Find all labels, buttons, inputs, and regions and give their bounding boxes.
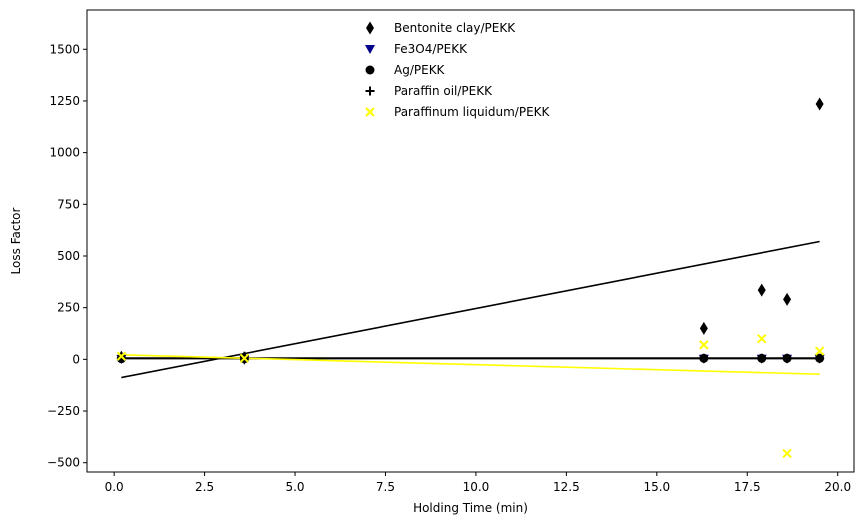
legend-marker bbox=[365, 65, 375, 75]
legend-marker bbox=[365, 107, 375, 117]
data-point bbox=[814, 346, 825, 356]
data-point bbox=[815, 353, 825, 363]
legend-item: Bentonite clay/PEKK bbox=[366, 21, 516, 35]
trend-line bbox=[121, 353, 820, 376]
data-point bbox=[116, 351, 127, 361]
x-tick-label: 20.0 bbox=[824, 480, 851, 494]
x-tick-label: 0.0 bbox=[105, 480, 124, 494]
data-point bbox=[239, 353, 250, 364]
x-tick-label: 5.0 bbox=[285, 480, 304, 494]
legend-label: Paraffin oil/PEKK bbox=[394, 84, 493, 98]
x-tick-label: 7.5 bbox=[376, 480, 395, 494]
x-tick-label: 2.5 bbox=[195, 480, 214, 494]
data-point bbox=[699, 340, 709, 350]
legend-marker bbox=[366, 21, 374, 35]
x-tick-label: 17.5 bbox=[734, 480, 761, 494]
series-points bbox=[116, 333, 825, 459]
data-point bbox=[757, 333, 767, 344]
data-point bbox=[757, 283, 766, 297]
legend-label: Fe3O4/PEKK bbox=[394, 42, 468, 56]
data-point bbox=[782, 353, 792, 363]
legend-marker bbox=[365, 45, 375, 54]
legend-label: Ag/PEKK bbox=[394, 63, 446, 77]
legend-marker bbox=[365, 86, 375, 96]
legend-item: Ag/PEKK bbox=[365, 63, 446, 77]
data-point bbox=[757, 353, 767, 363]
legend: Bentonite clay/PEKK Fe3O4/PEKK Ag/PEKK Para… bbox=[365, 21, 551, 119]
y-tick-label: 1250 bbox=[49, 94, 80, 108]
x-axis: 0.0 2.5 5.0 7.5 10.0 12.5 15.0 17.5 20.0 bbox=[105, 472, 851, 494]
y-tick-label: 1500 bbox=[49, 42, 80, 56]
data-point bbox=[699, 321, 708, 335]
data-points bbox=[116, 97, 825, 459]
y-tick-label: −500 bbox=[47, 456, 80, 470]
data-point bbox=[815, 97, 824, 111]
data-point bbox=[783, 292, 792, 306]
legend-label: Paraffinum liquidum/PEKK bbox=[394, 105, 551, 119]
y-tick-label: 0 bbox=[72, 352, 80, 366]
plot-frame bbox=[86, 9, 855, 473]
x-tick-label: 12.5 bbox=[553, 480, 580, 494]
trend-line bbox=[121, 240, 820, 379]
legend-item: Paraffinum liquidum/PEKK bbox=[365, 105, 551, 119]
x-axis-label: Holding Time (min) bbox=[413, 501, 528, 515]
y-tick-label: −250 bbox=[47, 404, 80, 418]
y-tick-label: 500 bbox=[57, 249, 80, 263]
legend-label: Bentonite clay/PEKK bbox=[394, 21, 516, 35]
data-point bbox=[699, 353, 709, 363]
legend-item: Fe3O4/PEKK bbox=[365, 42, 468, 56]
y-tick-label: 750 bbox=[57, 197, 80, 211]
legend-item: Paraffin oil/PEKK bbox=[365, 84, 493, 98]
data-point bbox=[782, 448, 792, 459]
y-axis-label: Loss Factor bbox=[9, 208, 23, 275]
y-axis: −500 −250 0 250 500 750 1000 1250 1500 bbox=[47, 42, 87, 470]
y-tick-label: 1000 bbox=[49, 146, 80, 160]
y-tick-label: 250 bbox=[57, 301, 80, 315]
x-tick-label: 10.0 bbox=[463, 480, 490, 494]
x-tick-label: 15.0 bbox=[643, 480, 670, 494]
